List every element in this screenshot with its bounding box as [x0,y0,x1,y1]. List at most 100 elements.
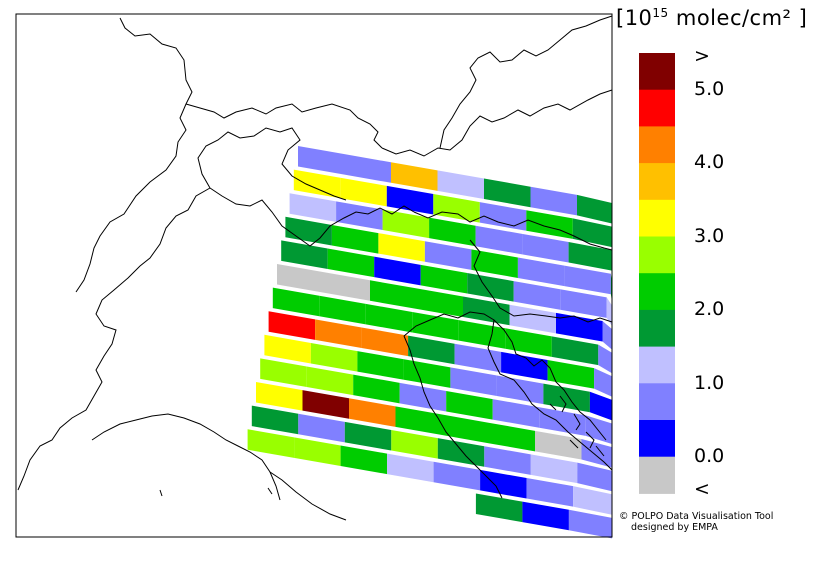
swath-pixel [530,186,577,216]
swath-pixel [543,383,590,413]
swath-pixel [488,422,535,452]
swath-pixel [467,272,514,302]
swath-pixel [581,438,612,468]
colorbar-tick-0: 0.0 [694,445,725,467]
swath-pixel [310,342,358,372]
swath-pixel [378,233,425,262]
swath-pixel [594,368,612,397]
swath-pixel [535,430,582,460]
swath-pixel [382,209,430,239]
swath-pixel [365,303,413,333]
border-italy-inner [269,471,347,521]
coast-adriatic-north [403,311,613,471]
swath-pixel [573,486,612,515]
swath-pixel [496,375,544,405]
swath-pixel [323,272,370,301]
swath-pixel [424,241,472,270]
swath-pixel [479,202,527,231]
swath-pixel [386,185,434,215]
swath-pixel [391,430,438,459]
swath-pixel [437,170,484,200]
swath-pixel [272,287,320,317]
swath-pixel [256,382,303,411]
swath-pixel [285,216,332,246]
swath-pixel [340,177,387,207]
swath-pixel [344,154,391,183]
swath-pixel [247,429,295,458]
border-germany-north [439,15,613,149]
no2-swath-layer [247,146,612,539]
map-frame [15,13,613,538]
swath-pixel [298,146,345,175]
swath-pixel [429,217,476,247]
swath-pixel [547,360,595,389]
colorbar-tick-1: 1.0 [694,372,725,394]
swath-pixel [293,169,341,199]
credit-line-1: © POLPO Data Visualisation Tool [619,511,774,522]
swath-pixel [501,351,548,381]
swath-pixel [433,461,481,491]
swath-pixel [551,336,599,366]
swath-pixel [336,201,383,230]
swath-pixel [349,398,396,427]
swath-pixel [289,193,337,222]
swath-pixel [475,493,523,523]
swath-pixel [602,320,612,350]
swath-pixel [458,320,506,349]
swath-pixel [302,390,349,419]
swath-pixel [420,264,468,294]
swath-pixel [484,178,531,208]
swath-pixel [446,390,493,420]
border-swiss-north [185,103,383,149]
swath-pixel [319,295,366,325]
swath-pixel [344,421,392,451]
swath-pixel [517,257,565,287]
colorbar-unit-label: [1015 molec/cm² ] [616,6,808,30]
swath-pixel [264,334,311,364]
swath-pixel [251,405,299,435]
swath-pixel [327,248,375,278]
colorbar-tick-5: 5.0 [694,78,725,100]
swath-pixel [442,414,489,444]
border-france-alps [17,187,211,491]
swath-pixel [361,327,409,357]
swath-pixel [294,437,341,466]
swath-pixel [387,453,434,483]
swath-pixel [416,288,463,318]
swath-pixel [598,344,612,374]
swath-pixel [572,218,612,248]
swath-pixel [298,413,345,443]
swath-pixel [577,194,612,224]
swath-pixel [277,264,324,293]
swath-pixel [268,311,316,340]
swath-pixel [522,233,569,263]
border-italy-austria [413,211,613,251]
swath-pixel [357,351,404,380]
border-swiss-south [209,187,415,247]
swath-pixel [408,335,455,365]
swath-pixel [370,280,417,309]
coast-italy-east [403,335,503,499]
swath-pixel [471,249,518,278]
country-borders [17,15,613,521]
swath-pixel [353,374,400,404]
border-swiss-west [197,127,347,201]
coast-istria [493,319,607,441]
colorbar-over-label: > [694,45,710,67]
swath-pixel [480,469,527,499]
colorbar-tick-4: 4.0 [694,151,725,173]
swath-pixel [340,445,388,475]
credit-text: © POLPO Data Visualisation Tool designed … [619,511,773,533]
swath-pixel [505,328,552,357]
border-slovenia [469,239,613,323]
swath-pixel [606,297,612,326]
swath-pixel [526,478,574,507]
colorbar-tick-2: 2.0 [694,298,725,320]
swath-pixel [437,438,485,467]
credit-line-2: designed by EMPA [631,522,718,533]
swath-pixel [450,367,497,396]
swath-pixel [315,319,362,348]
border-france-east [75,17,193,293]
swath-pixel [509,304,556,334]
